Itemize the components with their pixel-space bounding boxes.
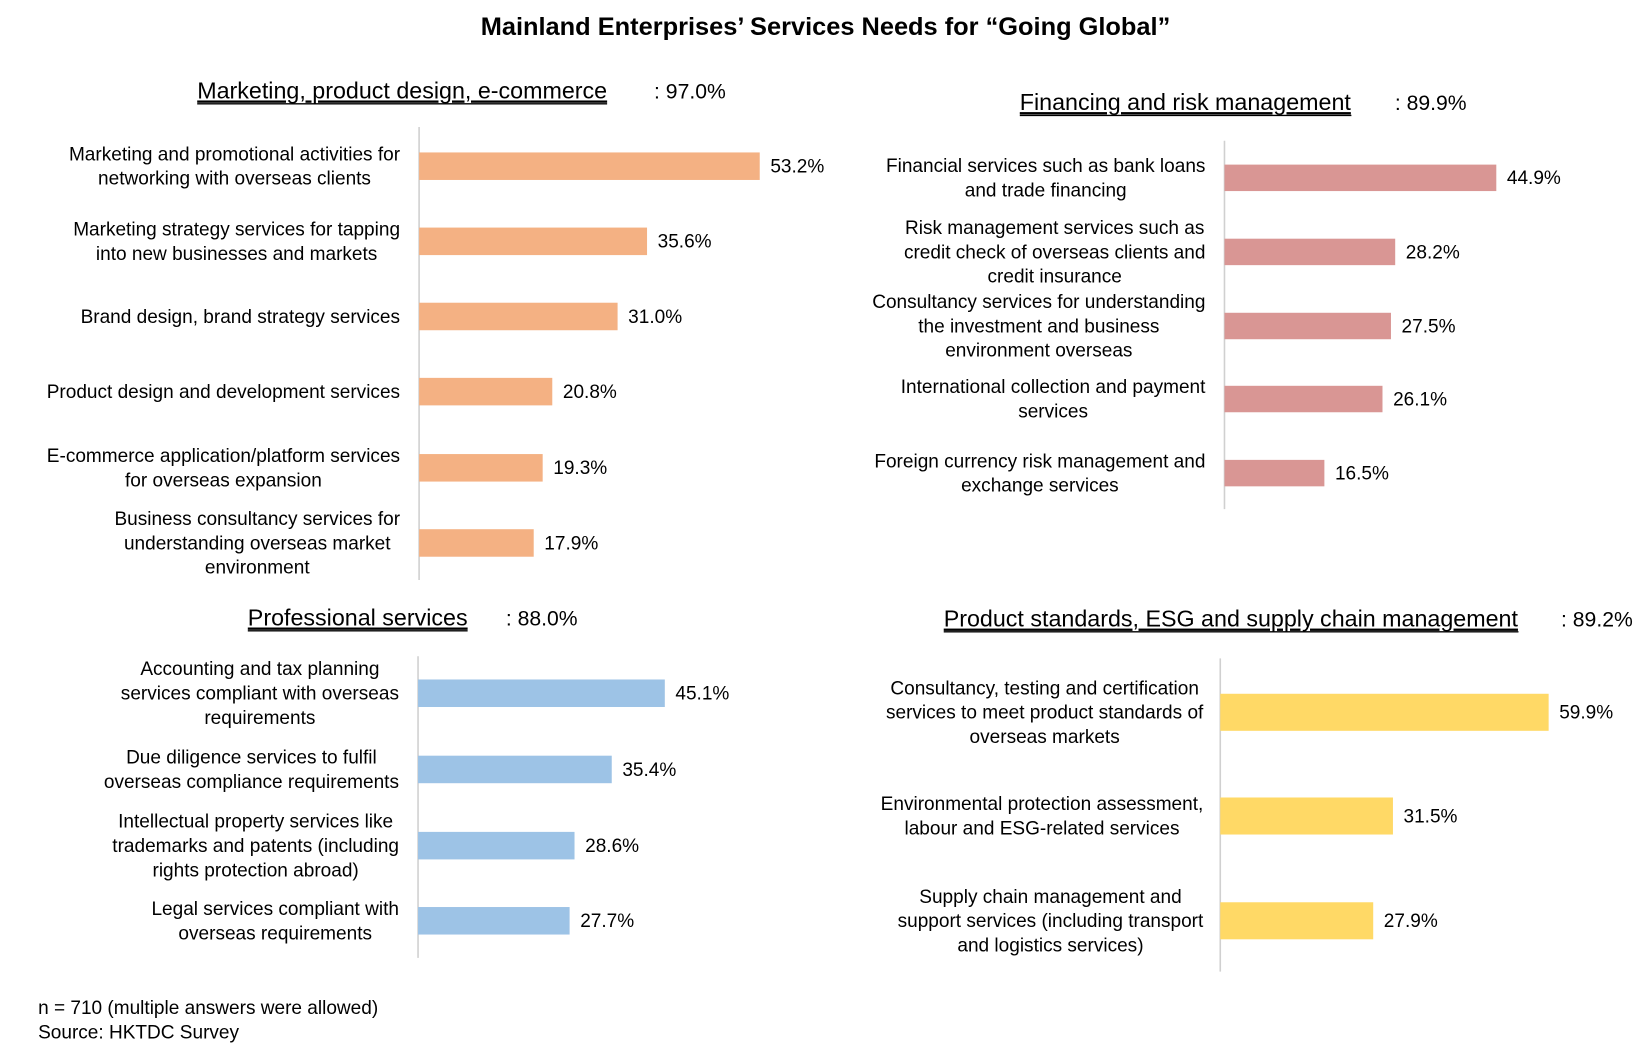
panel-total: : 89.2%	[1561, 609, 1633, 632]
data-label: 27.9%	[1384, 911, 1438, 932]
footnote-sample: n = 710 (multiple answers were allowed)	[38, 998, 378, 1019]
bar	[419, 529, 534, 557]
bar	[419, 377, 553, 406]
category-label: into new businesses and markets	[96, 244, 377, 265]
data-label: 35.4%	[622, 760, 676, 781]
bar	[419, 302, 618, 331]
category-label: credit check of overseas clients and	[904, 242, 1205, 263]
bar	[1224, 164, 1497, 192]
category-label: Supply chain management and	[919, 887, 1181, 908]
category-label: Environmental protection assessment,	[881, 794, 1204, 815]
category-label: the investment and business	[918, 316, 1159, 337]
bar	[418, 907, 570, 935]
panel-total: : 97.0%	[654, 80, 726, 103]
category-label: networking with overseas clients	[98, 169, 371, 190]
category-label: Financial services such as bank loans	[886, 156, 1205, 177]
category-label: rights protection abroad)	[152, 860, 358, 881]
footnote-source: Source: HKTDC Survey	[38, 1022, 239, 1043]
category-label: International collection and payment	[901, 377, 1206, 398]
data-label: 17.9%	[544, 533, 598, 554]
bar	[1224, 238, 1396, 266]
category-label: overseas markets	[970, 727, 1120, 748]
category-label: for overseas expansion	[125, 470, 322, 491]
data-label: 20.8%	[563, 382, 617, 403]
category-label: Due diligence services to fulfil	[126, 748, 377, 769]
panel-title: Marketing, product design, e-commerce	[197, 77, 607, 103]
data-label: 28.2%	[1406, 242, 1460, 263]
category-label: support services (including transport	[898, 911, 1204, 932]
bar	[419, 454, 543, 482]
data-label: 35.6%	[658, 232, 712, 253]
panel-title: Financing and risk management	[1020, 89, 1352, 115]
category-label: trademarks and patents (including	[112, 836, 399, 857]
panel-4: Product standards, ESG and supply chain …	[881, 606, 1633, 972]
category-label: and logistics services)	[957, 935, 1143, 956]
category-label: Risk management services such as	[905, 218, 1204, 239]
category-label: exchange services	[961, 476, 1119, 497]
bar	[1220, 797, 1393, 835]
data-label: 31.0%	[628, 307, 682, 328]
bar	[1224, 312, 1391, 340]
category-label: environment	[205, 558, 310, 579]
bar	[418, 831, 575, 860]
data-label: 44.9%	[1507, 168, 1561, 189]
category-label: credit insurance	[988, 267, 1122, 288]
bar	[1224, 459, 1325, 487]
category-label: environment overseas	[945, 341, 1132, 362]
data-label: 53.2%	[770, 157, 824, 178]
chart-title: Mainland Enterprises’ Services Needs for…	[481, 13, 1171, 41]
panel-2: Financing and risk management : 89.9% 44.9…	[872, 89, 1561, 510]
category-label: E-commerce application/platform services	[47, 446, 400, 467]
bar	[418, 679, 665, 708]
bar	[1224, 385, 1383, 413]
category-label: Brand design, brand strategy services	[81, 307, 400, 328]
category-label: and trade financing	[965, 180, 1127, 201]
bar	[419, 152, 760, 180]
category-label: Accounting and tax planning	[140, 659, 379, 680]
category-label: services to meet product standards of	[886, 703, 1204, 724]
bar	[1220, 693, 1549, 731]
data-label: 19.3%	[553, 458, 607, 479]
panel-total: : 89.9%	[1395, 92, 1467, 115]
category-label: services compliant with overseas	[121, 684, 399, 705]
category-label: labour and ESG-related services	[904, 819, 1179, 840]
category-label: Business consultancy services for	[114, 509, 400, 530]
data-label: 27.7%	[580, 911, 634, 932]
data-label: 31.5%	[1404, 806, 1458, 827]
data-label: 45.1%	[675, 684, 729, 705]
category-label: Marketing and promotional activities for	[69, 144, 401, 165]
panel-1: Marketing, product design, e-commerce : 9…	[47, 77, 824, 581]
category-label: services	[1018, 402, 1088, 423]
category-label: Legal services compliant with	[151, 899, 399, 920]
panel-total: : 88.0%	[506, 608, 578, 631]
category-label: overseas requirements	[178, 923, 372, 944]
category-label: Foreign currency risk management and	[874, 451, 1205, 472]
data-label: 26.1%	[1393, 389, 1447, 410]
panel-3: Professional services : 88.0% 45.1% Account…	[104, 605, 729, 958]
category-label: Product design and development services	[47, 382, 400, 403]
category-label: requirements	[204, 708, 315, 729]
bar	[1220, 902, 1374, 940]
data-label: 27.5%	[1402, 316, 1456, 337]
category-label: understanding overseas market	[124, 533, 391, 554]
panel-title: Professional services	[248, 605, 468, 631]
category-label: Intellectual property services like	[118, 812, 393, 833]
category-label: Marketing strategy services for tapping	[73, 220, 400, 241]
data-label: 16.5%	[1335, 463, 1389, 484]
panel-title: Product standards, ESG and supply chain …	[944, 606, 1519, 632]
category-label: overseas compliance requirements	[104, 772, 399, 793]
bar	[418, 755, 612, 784]
category-label: Consultancy, testing and certification	[890, 678, 1199, 699]
bar	[419, 227, 648, 256]
data-label: 28.6%	[585, 836, 639, 857]
category-label: Consultancy services for understanding	[872, 292, 1205, 313]
data-label: 59.9%	[1559, 703, 1613, 724]
